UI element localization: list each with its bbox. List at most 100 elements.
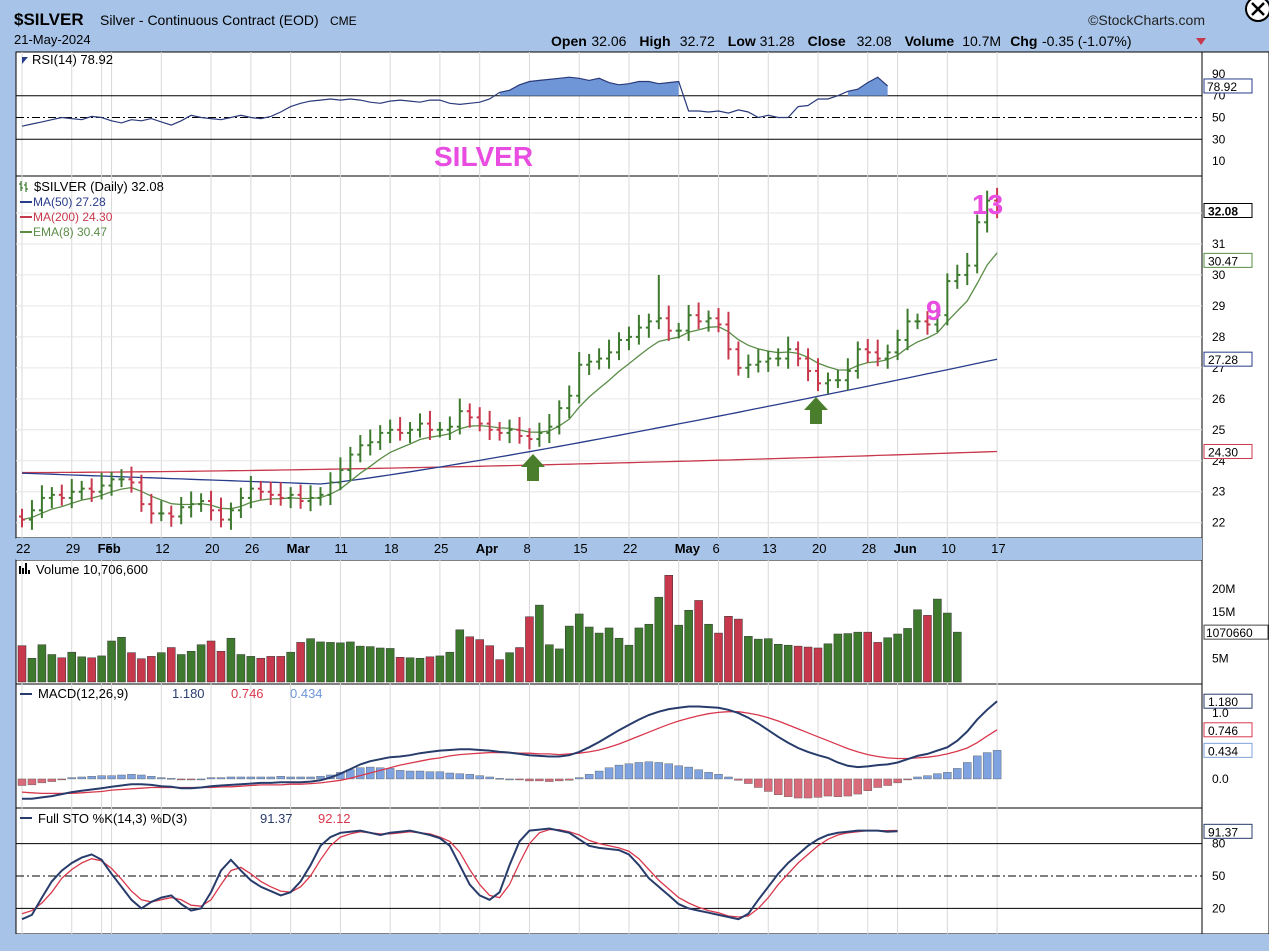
volume-value-box [1203,624,1269,640]
macd-histogram-bar [236,776,246,780]
macd-histogram-bar [973,755,982,780]
volume-bar [903,628,912,683]
macd-histogram-bar [127,774,136,780]
volume-bar [634,627,644,683]
macd-histogram-bar [117,774,126,780]
silver-annotation: SILVER [434,141,533,172]
macd-histogram-bar [525,778,534,782]
price-bar [755,348,762,373]
macd-histogram-bar [276,776,285,780]
ohlc-value: 32.72 [680,33,715,49]
price-bar [785,336,792,369]
ohlc-value: 10.7M [962,33,1001,49]
x-tick-label: 20 [205,541,219,556]
macd-histogram-bar [853,778,862,795]
macd-histogram-bar [724,776,733,780]
x-tick-label: 12 [155,541,169,556]
macd-histogram-bar [67,777,76,780]
volume-bar [943,612,952,683]
volume-bar [395,657,405,683]
price-bar [884,344,891,369]
volume-tick-label: 5M [1212,652,1229,666]
close-window-button[interactable] [1245,0,1269,22]
stochastic-panel [15,807,1203,935]
macd-histogram-bar [485,776,494,780]
price-bar [158,500,165,522]
macd-histogram-bar [246,776,256,780]
price-bar [377,425,384,450]
price-bar [725,311,732,360]
price-bar [128,466,135,493]
macd-histogram-bar [97,775,106,780]
macd-value-label: 1.180 [1208,695,1238,709]
price-bar [407,422,414,444]
volume-bar [186,650,196,683]
price-bar [606,339,613,369]
rsi-value-box [1203,78,1253,94]
x-tick-label: Mar [287,541,310,556]
price-bar [58,484,65,506]
volume-bar [754,638,763,683]
volume-bar [196,644,206,683]
price-bar [307,485,314,512]
volume-bar [574,613,584,683]
macd-histogram-bar [883,778,892,786]
price-value-label: 32.08 [1208,204,1238,218]
price-bar [974,214,981,274]
macd-histogram-bar [674,765,683,780]
volume-bar [57,657,67,683]
volume-bar [216,650,226,683]
ohlc-label: Close [808,33,846,49]
price-value-box [1203,351,1253,367]
volume-bar [893,633,902,683]
price-bar [586,353,593,375]
volume-bar [167,647,176,683]
price-bar [118,469,125,488]
volume-bar [624,644,634,683]
volume-bar [565,625,574,683]
up-arrow-icon [804,397,828,424]
ohlc-value: 31.28 [760,33,795,49]
volume-bar [375,647,385,683]
macd-histogram-bar [624,763,634,780]
macd-histogram-bar [226,776,236,780]
price-bar [88,478,95,502]
macd-histogram-bar [754,778,763,788]
price-bar [685,304,692,341]
legend-label: MA(200) 24.30 [33,210,113,224]
price-bar [208,490,215,521]
macd-histogram-bar [555,778,564,782]
legend-label: EMA(8) 30.47 [33,225,107,239]
price-tick-label: 31 [1212,237,1226,251]
x-tick-label: 18 [384,541,398,556]
volume-bar [704,623,713,683]
price-bar [108,471,115,496]
volume-title: Volume 10,706,600 [36,562,148,577]
macd-line [22,700,998,800]
macd-histogram-bar [495,778,504,780]
macd-histogram-bar [654,762,663,780]
macd-histogram-bar [17,778,27,786]
macd-histogram-bar [634,762,644,780]
macd-histogram-bar [395,770,405,780]
price-bar [795,341,802,367]
price-bar [964,252,971,286]
sto-k-value: 91.37 [260,811,293,826]
price-bar [675,322,682,339]
volume-bar [17,645,27,683]
macd-histogram-bar [774,778,783,795]
rsi-value-label: 78.92 [1207,80,1237,94]
macd-tick-label: 1.0 [1212,706,1229,720]
macd-histogram-bar [992,750,1002,780]
x-tick-label: Apr [476,541,498,556]
price-bar [446,416,453,441]
price-bar [536,422,543,447]
macd-histogram-bar [77,776,86,780]
volume-bar [336,642,345,683]
macd-histogram-bar [644,761,654,780]
sto-tick-label: 20 [1212,901,1226,915]
macd-histogram-bar [694,769,703,780]
volume-tick-label: 15M [1212,605,1235,619]
volume-bar [176,654,186,683]
